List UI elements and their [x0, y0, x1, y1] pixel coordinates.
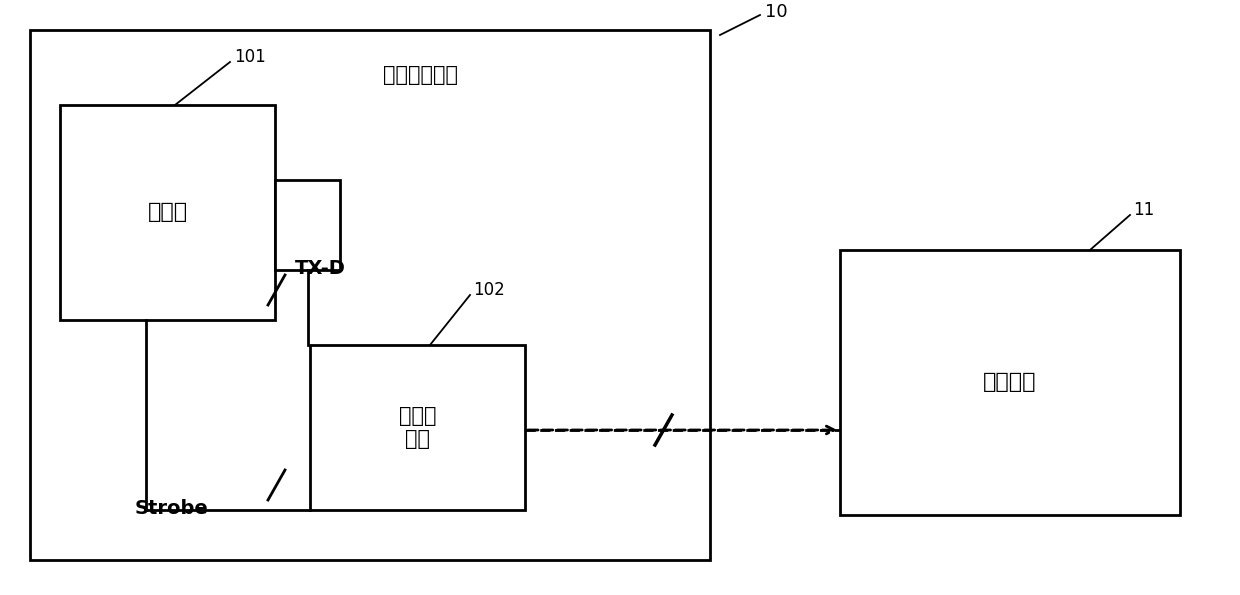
Text: 102: 102: [472, 281, 505, 299]
Bar: [60, 105, 275, 320]
Text: 产生源: 产生源: [148, 202, 187, 223]
Bar: [839, 250, 1180, 515]
Bar: [310, 345, 525, 510]
Bar: [275, 180, 340, 270]
Text: Strobe: Strobe: [135, 499, 208, 518]
Text: 内存模块: 内存模块: [983, 372, 1037, 393]
Text: 输出人
垫组: 输出人 垫组: [399, 406, 436, 449]
Text: 核心逻辑芯片: 核心逻辑芯片: [382, 65, 458, 85]
Text: 11: 11: [1133, 201, 1154, 219]
Bar: [30, 30, 711, 560]
Text: 10: 10: [765, 3, 787, 21]
Text: TX-D: TX-D: [295, 258, 346, 277]
Text: 101: 101: [234, 48, 265, 66]
